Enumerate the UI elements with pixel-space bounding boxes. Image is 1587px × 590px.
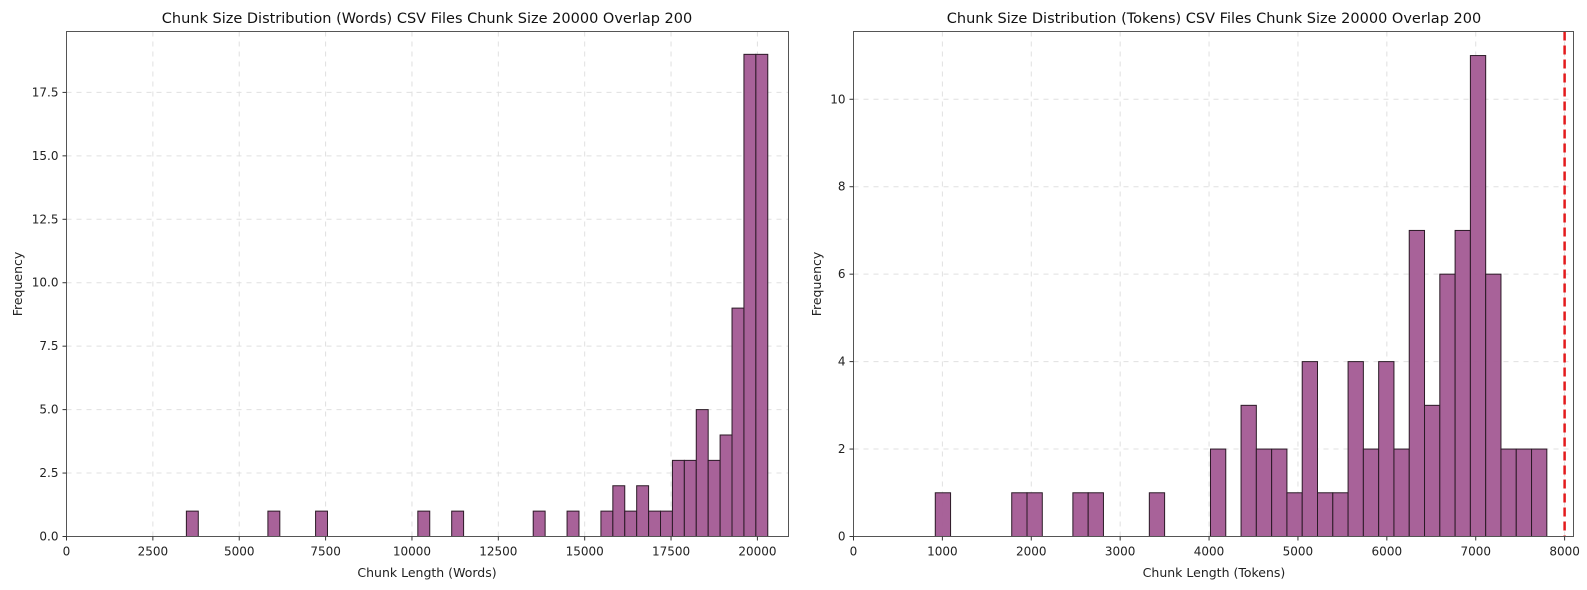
tokens-x-tick-label: 6000 xyxy=(1372,545,1403,559)
tokens-y-tick-label: 2 xyxy=(838,442,846,456)
tokens-histogram-bar xyxy=(1500,448,1517,537)
tokens-histogram-bar xyxy=(1454,229,1471,537)
words-histogram-bar xyxy=(566,510,580,537)
words-histogram-bar xyxy=(707,459,721,538)
tokens-histogram-bar xyxy=(1332,492,1349,538)
words-bars xyxy=(185,53,769,538)
tokens-x-tick-label: 8000 xyxy=(1549,545,1580,559)
tokens-histogram-bar xyxy=(1362,448,1380,537)
tokens-histogram-bar xyxy=(1087,492,1104,538)
words-plot-frame xyxy=(66,31,789,537)
words-histogram-bar xyxy=(451,510,465,537)
tokens-histogram-bar xyxy=(1393,448,1410,537)
words-histogram-bar xyxy=(743,53,757,537)
tokens-histogram-bar xyxy=(1209,448,1227,537)
tokens-x-tick-label: 5000 xyxy=(1283,545,1314,559)
words-x-tick-label: 15000 xyxy=(566,545,604,559)
words-x-ticks: 0 2500 5000 7500 10000 12500 15000 17500 20000 xyxy=(63,536,777,559)
words-histogram-bar xyxy=(671,459,685,538)
tokens-y-tick-label: 10 xyxy=(830,92,845,106)
words-y-tick-label: 10.0 xyxy=(32,276,59,290)
tokens-y-axis-label: Frequency xyxy=(809,251,824,316)
tokens-histogram-bar xyxy=(1286,492,1303,538)
tokens-x-axis-label: Chunk Length (Tokens) xyxy=(1143,565,1286,580)
words-histogram-bar xyxy=(600,510,614,537)
tokens-y-tick-label: 6 xyxy=(838,267,846,281)
words-y-tick-label: 12.5 xyxy=(32,212,59,226)
words-y-tick-label: 15.0 xyxy=(32,149,59,163)
words-histogram-bar xyxy=(267,510,281,537)
words-x-tick-label: 10000 xyxy=(393,545,431,559)
tokens-x-tick-label: 0 xyxy=(850,545,858,559)
tokens-histogram-bar xyxy=(1026,492,1043,538)
words-histogram-bar xyxy=(612,485,626,538)
tokens-histogram-bar xyxy=(1271,448,1288,537)
tokens-histogram-bar xyxy=(1469,55,1487,538)
words-y-axis-label: Frequency xyxy=(10,251,25,316)
tokens-y-ticks: 0 2 4 6 8 10 xyxy=(830,92,854,544)
words-histogram-bar xyxy=(532,510,546,537)
words-histogram-bar xyxy=(719,434,733,537)
tokens-x-tick-label: 1000 xyxy=(927,545,958,559)
words-histogram-bar xyxy=(636,485,650,538)
words-histogram-bar xyxy=(660,510,673,537)
words-y-tick-label: 17.5 xyxy=(32,85,59,99)
words-x-axis-label: Chunk Length (Words) xyxy=(357,565,496,580)
words-x-tick-label: 17500 xyxy=(652,545,690,559)
words-x-tick-label: 7500 xyxy=(310,545,341,559)
words-y-tick-label: 0.0 xyxy=(39,530,58,544)
words-x-tick-label: 20000 xyxy=(738,545,776,559)
tokens-x-tick-label: 3000 xyxy=(1105,545,1136,559)
tokens-histogram-bar xyxy=(1408,229,1426,537)
tokens-histogram-bar xyxy=(1301,361,1318,537)
words-x-tick-label: 12500 xyxy=(479,545,517,559)
tokens-x-ticks: 0 1000 2000 3000 4000 5000 6000 7000 8000 xyxy=(850,536,1580,559)
tokens-histogram-bar xyxy=(1011,492,1028,538)
tokens-histogram-bar xyxy=(1347,361,1364,537)
words-histogram-bar xyxy=(683,459,697,538)
tokens-x-tick-label: 2000 xyxy=(1016,545,1047,559)
tokens-chart-title: Chunk Size Distribution (Tokens) CSV Fil… xyxy=(947,11,1481,27)
words-histogram-bar xyxy=(417,510,431,537)
tokens-histogram-panel: Chunk Size Distribution (Tokens) CSV Fil… xyxy=(809,11,1580,580)
words-chart-title: Chunk Size Distribution (Words) CSV File… xyxy=(162,11,692,27)
words-y-tick-label: 5.0 xyxy=(39,403,58,417)
tokens-histogram-bar xyxy=(934,492,952,538)
words-histogram-panel: Chunk Size Distribution (Words) CSV File… xyxy=(10,11,789,580)
tokens-histogram-bar xyxy=(1515,448,1533,537)
tokens-histogram-bar xyxy=(1485,273,1502,537)
words-histogram-bar xyxy=(731,307,745,537)
tokens-bars xyxy=(934,55,1548,538)
tokens-histogram-bar xyxy=(1072,492,1089,538)
tokens-histogram-bar xyxy=(1255,448,1273,537)
words-x-tick-label: 0 xyxy=(63,545,71,559)
tokens-histogram-bar xyxy=(1531,448,1548,537)
words-histogram-bar xyxy=(624,510,638,537)
tokens-histogram-bar xyxy=(1148,492,1166,538)
tokens-x-tick-label: 7000 xyxy=(1460,545,1491,559)
words-histogram-bar xyxy=(648,510,662,537)
tokens-y-tick-label: 4 xyxy=(838,355,846,369)
words-histogram-bar xyxy=(695,409,709,537)
tokens-histogram-bar xyxy=(1240,404,1257,538)
words-x-tick-label: 2500 xyxy=(138,545,169,559)
tokens-y-tick-label: 8 xyxy=(838,180,846,194)
words-histogram-bar xyxy=(185,510,199,537)
words-y-ticks: 0.0 2.5 5.0 7.5 10.0 12.5 15.0 17.5 xyxy=(32,85,67,544)
tokens-histogram-bar xyxy=(1317,492,1334,538)
words-y-tick-label: 7.5 xyxy=(39,339,58,353)
tokens-x-tick-label: 4000 xyxy=(1194,545,1225,559)
tokens-histogram-bar xyxy=(1424,404,1441,538)
words-y-tick-label: 2.5 xyxy=(39,466,58,480)
tokens-histogram-bar xyxy=(1378,361,1395,537)
tokens-plot-frame xyxy=(853,31,1574,537)
words-grid xyxy=(66,31,789,537)
words-histogram-bar xyxy=(315,510,328,537)
words-histogram-bar xyxy=(755,53,769,537)
words-x-tick-label: 5000 xyxy=(224,545,255,559)
tokens-y-tick-label: 0 xyxy=(838,530,846,544)
tokens-histogram-bar xyxy=(1439,273,1456,537)
